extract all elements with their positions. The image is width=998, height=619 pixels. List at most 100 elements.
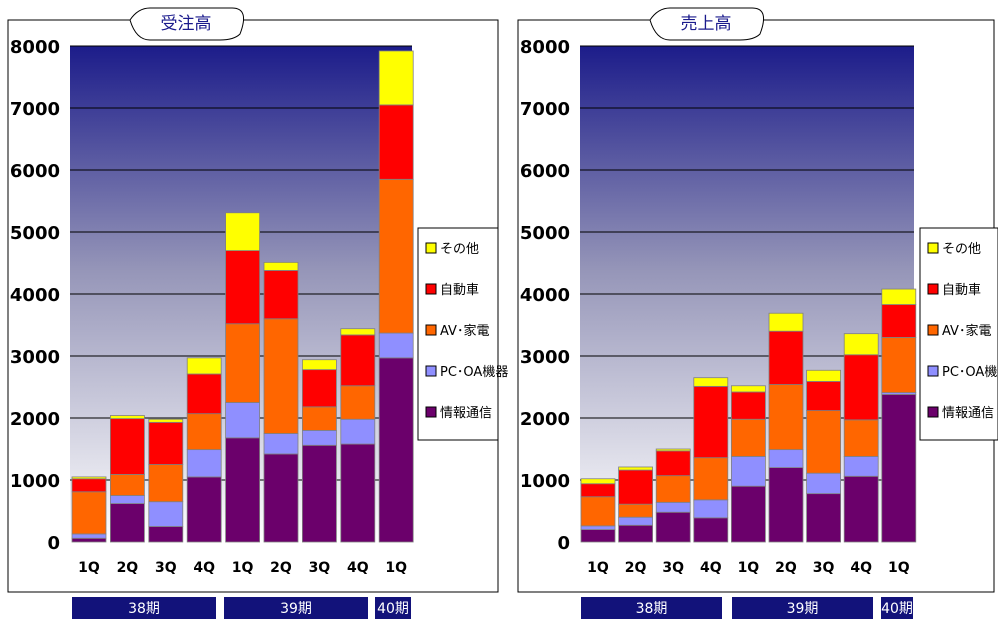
bar-segment	[843, 354, 879, 421]
y-tick-label: 0	[47, 533, 60, 554]
bar-segment	[301, 444, 337, 543]
bar-segment	[731, 385, 766, 393]
bar-segment	[580, 478, 616, 485]
bar-segment	[301, 369, 337, 408]
x-tick-label: 3Q	[309, 560, 331, 576]
x-tick-label: 4Q	[700, 560, 722, 576]
period-box	[881, 597, 913, 619]
legend-label: PC･OA機器	[942, 365, 998, 380]
bar-segment	[618, 466, 653, 471]
y-tick-label: 4000	[520, 285, 570, 306]
bar-segment	[768, 312, 804, 332]
bar-segment	[693, 385, 729, 459]
bar-segment	[148, 421, 184, 465]
bar-segment	[580, 496, 616, 527]
bar-segment	[806, 381, 841, 411]
bar-segment	[655, 475, 691, 503]
legend	[417, 227, 499, 441]
bar-segment	[378, 357, 414, 543]
bar-segment	[71, 491, 107, 535]
x-tick-label: 1Q	[738, 560, 760, 576]
bar-segment	[618, 524, 653, 543]
bar-segment	[340, 385, 376, 420]
legend-swatch	[927, 406, 939, 418]
y-tick-label: 8000	[10, 37, 60, 58]
bar-segment	[378, 50, 414, 106]
period-label: 40期	[377, 601, 409, 617]
bar-segment	[263, 433, 299, 455]
bar-segment	[148, 464, 184, 503]
x-tick-label: 1Q	[232, 560, 254, 576]
y-tick-label: 1000	[10, 471, 60, 492]
legend-swatch	[425, 365, 437, 377]
bar-segment	[225, 437, 261, 543]
bar-segment	[340, 334, 376, 387]
bar-segment	[881, 304, 917, 338]
bar-segment	[340, 418, 376, 445]
legend-swatch	[425, 324, 437, 336]
period-box	[72, 597, 216, 619]
bar-segment	[693, 457, 729, 501]
period-label: 40期	[881, 601, 913, 617]
bar-segment	[263, 453, 299, 543]
legend-label: 自動車	[942, 283, 981, 298]
bar-segment	[225, 250, 261, 325]
x-tick-label: 2Q	[270, 560, 292, 576]
x-tick-label: 3Q	[813, 560, 835, 576]
y-tick-label: 7000	[520, 99, 570, 120]
y-tick-label: 5000	[10, 223, 60, 244]
legend-label: 自動車	[440, 283, 479, 298]
bar-segment	[655, 448, 691, 452]
bar-segment	[768, 330, 804, 385]
legend-swatch	[927, 324, 939, 336]
bar-segment	[378, 104, 414, 180]
period-label: 39期	[280, 601, 312, 617]
period-label: 38期	[128, 601, 160, 617]
y-tick-label: 5000	[520, 223, 570, 244]
bar-segment	[110, 418, 145, 475]
x-tick-label: 4Q	[850, 560, 872, 576]
bar-segment	[110, 495, 145, 504]
y-tick-label: 6000	[520, 161, 570, 182]
bar-segment	[580, 483, 616, 498]
chart-title: 受注高	[161, 14, 212, 34]
bar-segment	[806, 410, 841, 474]
bar-segment	[301, 406, 337, 431]
bar-segment	[843, 333, 879, 356]
chart-panel-1: 受注高 0 1000 2000 3000 4000 5000 6000 7000 8000 1Q 2Q…	[7, 7, 508, 593]
bar-segment	[693, 499, 729, 519]
title-tab	[129, 7, 245, 41]
y-tick-label: 1000	[520, 471, 570, 492]
bar-segment	[843, 456, 879, 477]
y-tick-label: 8000	[520, 37, 570, 58]
bar-segment	[881, 336, 917, 393]
x-tick-label: 2Q	[117, 560, 139, 576]
bar-segment	[843, 419, 879, 457]
bar-segment	[881, 288, 917, 305]
bar-segment	[148, 418, 184, 423]
bar-segment	[263, 270, 299, 320]
bar-segment	[148, 526, 184, 543]
bar-segment	[225, 402, 261, 439]
bar-segment	[340, 443, 376, 543]
y-tick-label: 3000	[520, 347, 570, 368]
bar-segment	[110, 503, 145, 543]
x-tick-label: 4Q	[193, 560, 215, 576]
y-tick-label: 2000	[10, 409, 60, 430]
legend-swatch	[927, 283, 939, 295]
period-box	[581, 597, 722, 619]
bar-segment	[806, 493, 841, 543]
x-tick-label: 3Q	[662, 560, 684, 576]
bar-segment	[618, 516, 653, 526]
bar-segment	[731, 391, 766, 420]
legend-swatch	[425, 242, 437, 254]
x-tick-label: 4Q	[347, 560, 369, 576]
legend-label: 情報通信	[440, 406, 492, 421]
bar-segment	[225, 323, 261, 403]
bar-segment	[655, 501, 691, 513]
period-box	[224, 597, 368, 619]
bar-segment	[71, 537, 107, 543]
bar-segment	[655, 450, 691, 477]
period-label: 39期	[787, 601, 819, 617]
